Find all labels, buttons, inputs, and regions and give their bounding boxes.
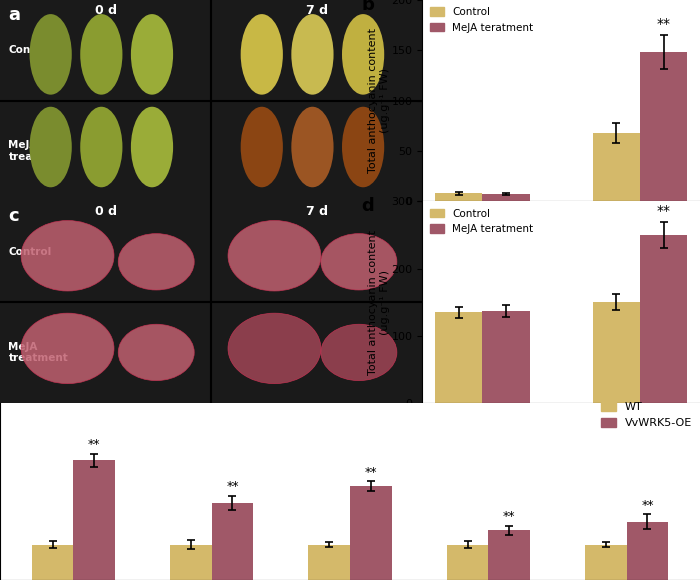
Text: 0 d: 0 d: [94, 4, 117, 17]
Ellipse shape: [228, 220, 321, 291]
Bar: [482, 194, 529, 201]
Ellipse shape: [342, 14, 384, 95]
Ellipse shape: [321, 234, 397, 290]
Bar: [585, 545, 626, 580]
Bar: [435, 312, 482, 403]
Text: Control: Control: [8, 45, 52, 55]
Text: **: **: [657, 204, 671, 218]
Bar: [482, 311, 529, 403]
Bar: [435, 193, 482, 201]
Text: **: **: [226, 480, 239, 493]
Bar: [447, 545, 489, 580]
Ellipse shape: [291, 14, 334, 95]
Ellipse shape: [118, 234, 194, 290]
Text: **: **: [503, 510, 515, 523]
Ellipse shape: [291, 107, 334, 187]
Ellipse shape: [321, 324, 397, 380]
Bar: [32, 545, 74, 580]
Bar: [211, 503, 253, 580]
Bar: [593, 133, 640, 201]
Text: a: a: [8, 6, 20, 24]
Text: d: d: [361, 197, 374, 215]
Legend: Control, MeJA teratment: Control, MeJA teratment: [428, 206, 536, 236]
Ellipse shape: [21, 220, 114, 291]
Ellipse shape: [131, 14, 173, 95]
Ellipse shape: [29, 107, 72, 187]
Text: Control: Control: [8, 246, 52, 257]
Y-axis label: Total anthocyanin content
(ug.g⁻¹ FW): Total anthocyanin content (ug.g⁻¹ FW): [368, 28, 390, 173]
Bar: [350, 486, 391, 580]
Ellipse shape: [241, 107, 283, 187]
Text: c: c: [8, 208, 19, 226]
Ellipse shape: [80, 14, 122, 95]
Y-axis label: Total anthocyanin content
(ug.g⁻¹ FW): Total anthocyanin content (ug.g⁻¹ FW): [368, 230, 390, 375]
Ellipse shape: [29, 14, 72, 95]
Ellipse shape: [131, 107, 173, 187]
Bar: [74, 460, 115, 580]
Bar: [309, 545, 350, 580]
Bar: [489, 530, 530, 580]
Ellipse shape: [21, 313, 114, 383]
Legend: Control, MeJA teratment: Control, MeJA teratment: [428, 5, 536, 35]
Text: **: **: [365, 466, 377, 478]
Bar: [626, 521, 668, 580]
Text: MeJA
treatment: MeJA treatment: [8, 140, 68, 162]
Text: 0 d: 0 d: [94, 205, 117, 219]
Ellipse shape: [118, 324, 194, 380]
Text: 7 d: 7 d: [306, 205, 328, 219]
Ellipse shape: [241, 14, 283, 95]
Text: **: **: [88, 438, 100, 451]
Ellipse shape: [342, 107, 384, 187]
Bar: [170, 545, 211, 580]
Ellipse shape: [80, 107, 122, 187]
Text: MeJA
treatment: MeJA treatment: [8, 342, 68, 363]
Text: 7 d: 7 d: [306, 4, 328, 17]
Legend: WT, VvWRK5-OE: WT, VvWRK5-OE: [598, 400, 694, 430]
Ellipse shape: [228, 313, 321, 383]
Text: b: b: [361, 0, 374, 14]
Bar: [640, 235, 687, 403]
Bar: [640, 52, 687, 201]
Text: **: **: [657, 17, 671, 31]
Bar: [593, 302, 640, 403]
Text: **: **: [641, 499, 654, 512]
